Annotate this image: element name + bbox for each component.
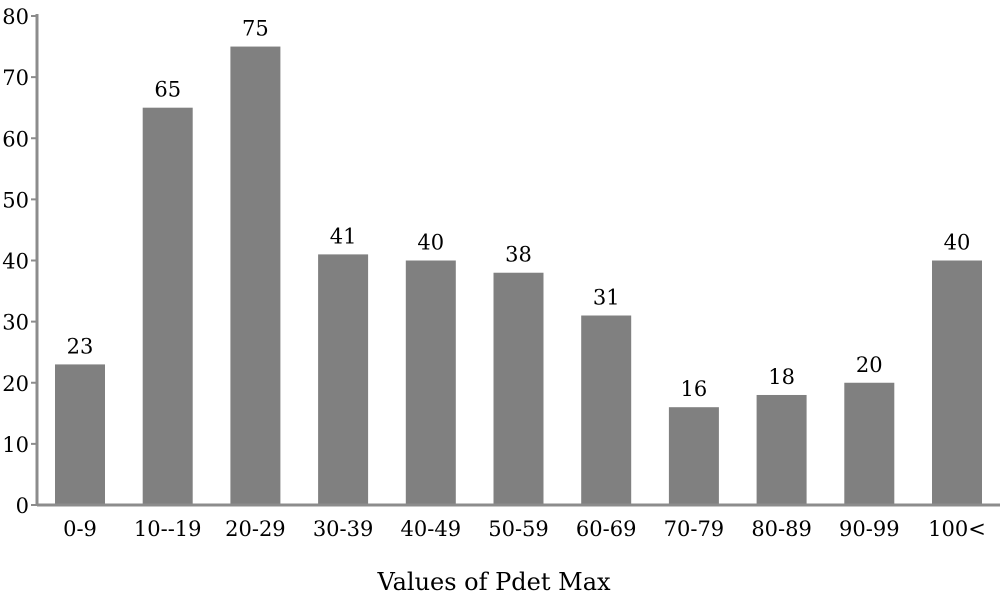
x-tick-label: 20-29 [225,517,286,541]
x-tick-label: 30-39 [313,517,374,541]
data-labels: 23 65 75 41 40 38 31 16 18 20 40 [67,17,971,402]
x-tick-label: 60-69 [576,517,637,541]
bar-value-label: 40 [944,231,971,255]
x-tick-label: 70-79 [664,517,725,541]
x-tick-label: 80-89 [751,517,812,541]
y-tick-label: 20 [2,372,29,396]
bar [756,394,807,505]
y-tick-label: 60 [2,127,29,151]
x-tick-label: 0-9 [63,517,97,541]
y-tick-label: 80 [2,5,29,29]
y-axis-ticks: 0 10 20 30 40 50 60 70 80 [2,5,37,518]
y-tick-label: 50 [2,188,29,212]
x-tick-label: 50-59 [488,517,549,541]
bar-value-label: 23 [67,334,94,358]
x-tick-label: 100< [928,517,986,541]
bar [405,260,456,505]
bar [581,315,632,505]
bar [668,407,719,505]
bar-value-label: 38 [505,243,532,267]
bar [142,107,193,505]
x-axis-ticks: 0-9 10--19 20-29 30-39 40-49 50-59 60-69 70-79 8… [63,517,986,541]
y-tick-label: 0 [16,494,29,518]
bar-value-label: 40 [417,231,444,255]
bar [318,254,369,505]
bar-value-label: 18 [768,365,795,389]
bar [493,272,544,505]
x-axis-title: Values of Pdet Max [376,568,611,596]
bar [932,260,982,505]
bar [55,364,105,505]
x-tick-label: 90-99 [839,517,900,541]
bar [844,382,895,505]
bar-value-label: 41 [330,224,357,248]
bar-value-label: 20 [856,353,883,377]
bar-series [55,46,982,505]
bar-value-label: 65 [154,78,181,102]
x-tick-label: 10--19 [134,517,202,541]
y-tick-label: 70 [2,66,29,90]
x-tick-label: 40-49 [401,517,462,541]
y-tick-label: 30 [2,311,29,335]
bar [230,46,281,505]
bar-value-label: 75 [242,17,269,41]
y-tick-label: 10 [2,433,29,457]
y-tick-label: 40 [2,250,29,274]
bar-value-label: 16 [681,377,708,401]
bar-value-label: 31 [593,286,620,310]
